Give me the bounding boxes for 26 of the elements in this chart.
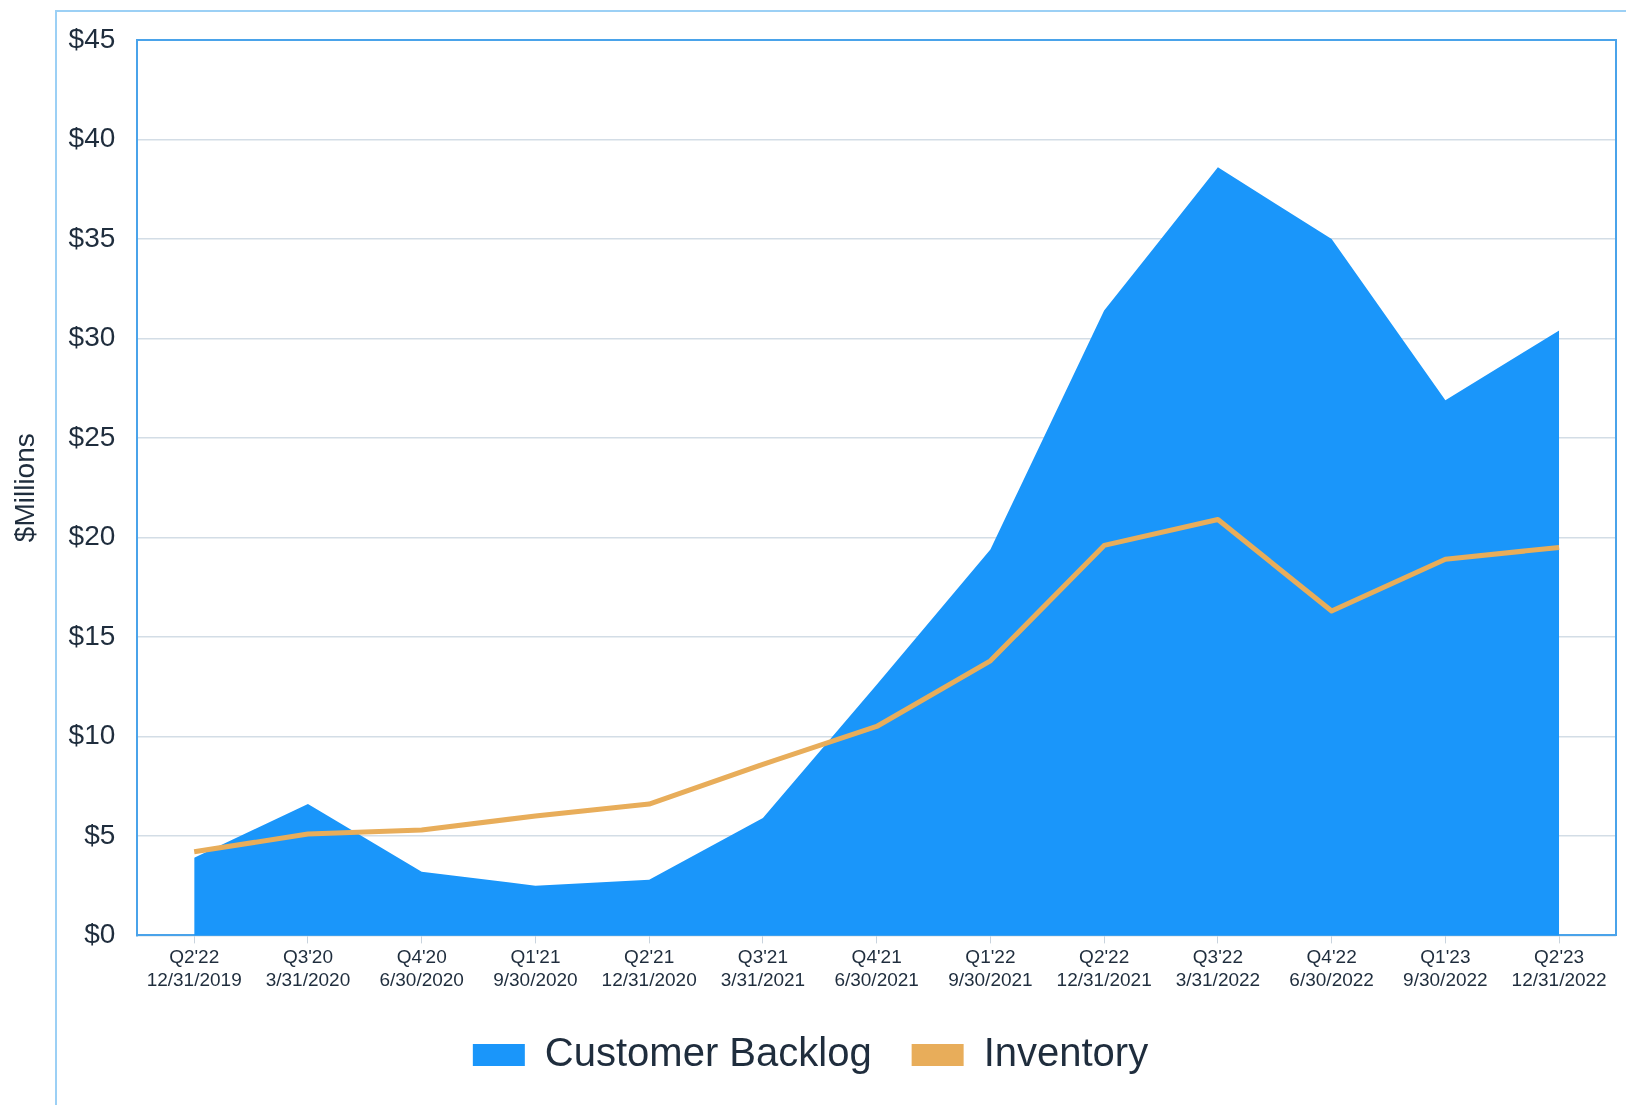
- y-tick-label: $5: [84, 818, 116, 850]
- x-tick-label: Q3'20 3/31/2020: [265, 946, 351, 990]
- y-tick-label: $20: [68, 520, 116, 552]
- x-tick-label: Q2'22 12/31/2019: [146, 946, 242, 990]
- y-tick-label: $25: [68, 420, 116, 452]
- y-tick-label: $40: [68, 122, 116, 154]
- legend-label: Inventory: [983, 1030, 1149, 1075]
- y-axis-title: $Millions: [8, 433, 40, 543]
- x-tick-label: Q4'21 6/30/2021: [834, 946, 919, 990]
- x-tick-label: Q1'23 9/30/2022: [1403, 946, 1488, 990]
- x-tick-label: Q1'21 9/30/2020: [493, 946, 578, 990]
- y-tick-label: $15: [68, 619, 116, 651]
- y-tick-label: $30: [68, 321, 116, 353]
- y-tick-label: $10: [68, 719, 116, 751]
- x-tick-label: Q1'22 9/30/2021: [948, 946, 1033, 990]
- y-tick-label: $0: [84, 918, 116, 950]
- y-tick-label: $35: [68, 221, 116, 253]
- x-tick-label: Q4'20 6/30/2020: [379, 946, 464, 990]
- x-tick-label: Q3'22 3/31/2022: [1175, 946, 1261, 990]
- x-tick-label: Q2'23 12/31/2022: [1511, 946, 1607, 990]
- x-tick-label: Q2'22 12/31/2021: [1056, 946, 1152, 990]
- x-tick-label: Q4'22 6/30/2022: [1289, 946, 1374, 990]
- y-tick-label: $45: [68, 22, 116, 54]
- x-tick-label: Q3'21 3/31/2021: [720, 946, 806, 990]
- x-tick-label: Q2'21 12/31/2020: [601, 946, 697, 990]
- legend-label: Customer Backlog: [544, 1030, 872, 1075]
